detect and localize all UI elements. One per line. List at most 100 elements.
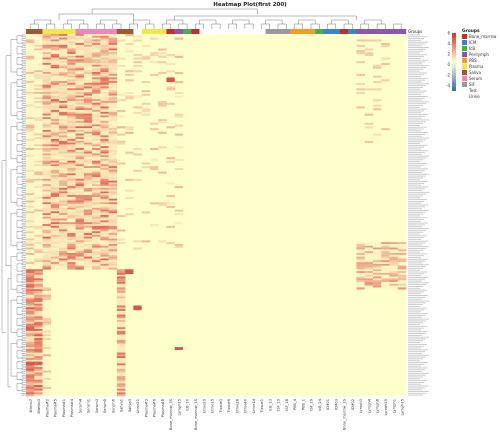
heatmap-cell [83,104,93,107]
heatmap-cell [42,140,52,143]
heatmap-cell [50,131,60,134]
heatmap-cell [108,158,118,161]
heatmap-cell [92,160,101,163]
heatmap-cell [42,307,52,310]
heatmap-cell [92,144,101,147]
heatmap-cell [59,198,68,201]
heatmap-cell [59,229,68,232]
heatmap-cell [381,276,390,279]
heatmap-cell [26,57,35,60]
row-label [408,333,425,335]
heatmap-cell [42,218,52,221]
heatmap-cell [397,247,407,250]
heatmap-cell [116,296,126,299]
heatmap-cell [116,280,126,283]
heatmap-cell [100,247,109,250]
row-label [408,233,420,235]
heatmap-cell [108,131,118,134]
heatmap-cell [83,119,93,122]
heatmap-cell [59,68,68,71]
heatmap-cell [381,251,390,254]
heatmap-cell [364,48,374,51]
heatmap-cell [26,278,35,281]
heatmap-cell [26,198,35,201]
heatmap-cell [75,191,85,194]
dendrogram-link [178,23,188,29]
heatmap-cell [50,126,60,129]
heatmap-cell [108,113,118,116]
heatmap-cell [67,265,76,268]
heatmap-cell [59,265,68,268]
heatmap-cell [42,88,52,91]
row-label [408,389,422,391]
heatmap-cell [381,128,390,131]
heatmap-cell [364,263,374,266]
heatmap-cell [100,102,109,105]
heatmap-cell [34,348,43,352]
heatmap-cell [100,57,109,60]
row-label [408,215,420,217]
heatmap-cell [42,124,52,127]
heatmap-cell [42,148,52,151]
heatmap-cell [174,81,184,84]
heatmap-cell [67,95,76,98]
heatmap-cell [83,137,93,140]
dendrogram-link [16,68,22,76]
heatmap-cell [59,81,68,84]
heatmap-cell [108,229,118,232]
heatmap-cell [75,131,85,134]
column-label: Plasma#5 [54,399,58,417]
heatmap-cell [116,110,126,113]
heatmap-cell [75,86,85,89]
color-scale-tick: -4 [446,83,450,88]
heatmap-cell [75,62,85,66]
heatmap-cell [108,149,118,152]
heatmap-cell [75,215,85,218]
dendrogram-link [16,155,22,163]
heatmap-cell [92,211,101,214]
heatmap-cell [92,216,101,219]
heatmap-cell [42,52,52,55]
heatmap-cell [67,129,76,133]
heatmap-cell [83,138,93,142]
heatmap-cell [83,73,93,76]
heatmap-cell [108,61,118,64]
heatmap-cell [364,283,374,286]
heatmap-cell [26,256,35,259]
heatmap-cell [116,350,126,353]
heatmap-cell [34,298,43,301]
heatmap-cell [83,70,93,73]
heatmap-cell [26,251,35,254]
heatmap-cell [42,153,52,156]
heatmap-cell [397,260,407,263]
heatmap-cell [42,59,52,62]
heatmap-cell [42,247,52,250]
heatmap-cell [34,352,43,355]
dendrogram-link [21,204,26,208]
heatmap-cell [364,287,374,290]
heatmap-cell [75,142,85,145]
heatmap-cell [26,381,35,384]
heatmap-cell [83,82,93,85]
heatmap-cell [92,178,101,181]
heatmap-cell [50,138,60,142]
heatmap-cell [59,144,68,147]
heatmap-cell [83,128,93,131]
heatmap-cell [26,39,35,42]
heatmap-cell [34,347,43,350]
row-label [408,293,421,295]
heatmap-cell [34,35,43,38]
heatmap-cell [116,325,126,328]
heatmap-cell [83,102,93,105]
heatmap-cell [34,229,43,232]
heatmap-cell [34,166,43,169]
heatmap-cell [364,278,374,281]
heatmap-cell [108,263,118,266]
heatmap-cell [75,95,85,98]
heatmap-cell [372,64,382,67]
heatmap-cell [92,242,101,245]
group-bar-cell [240,29,250,34]
heatmap-cell [83,117,93,120]
heatmap-cell [83,52,93,55]
heatmap-cell [59,196,68,200]
